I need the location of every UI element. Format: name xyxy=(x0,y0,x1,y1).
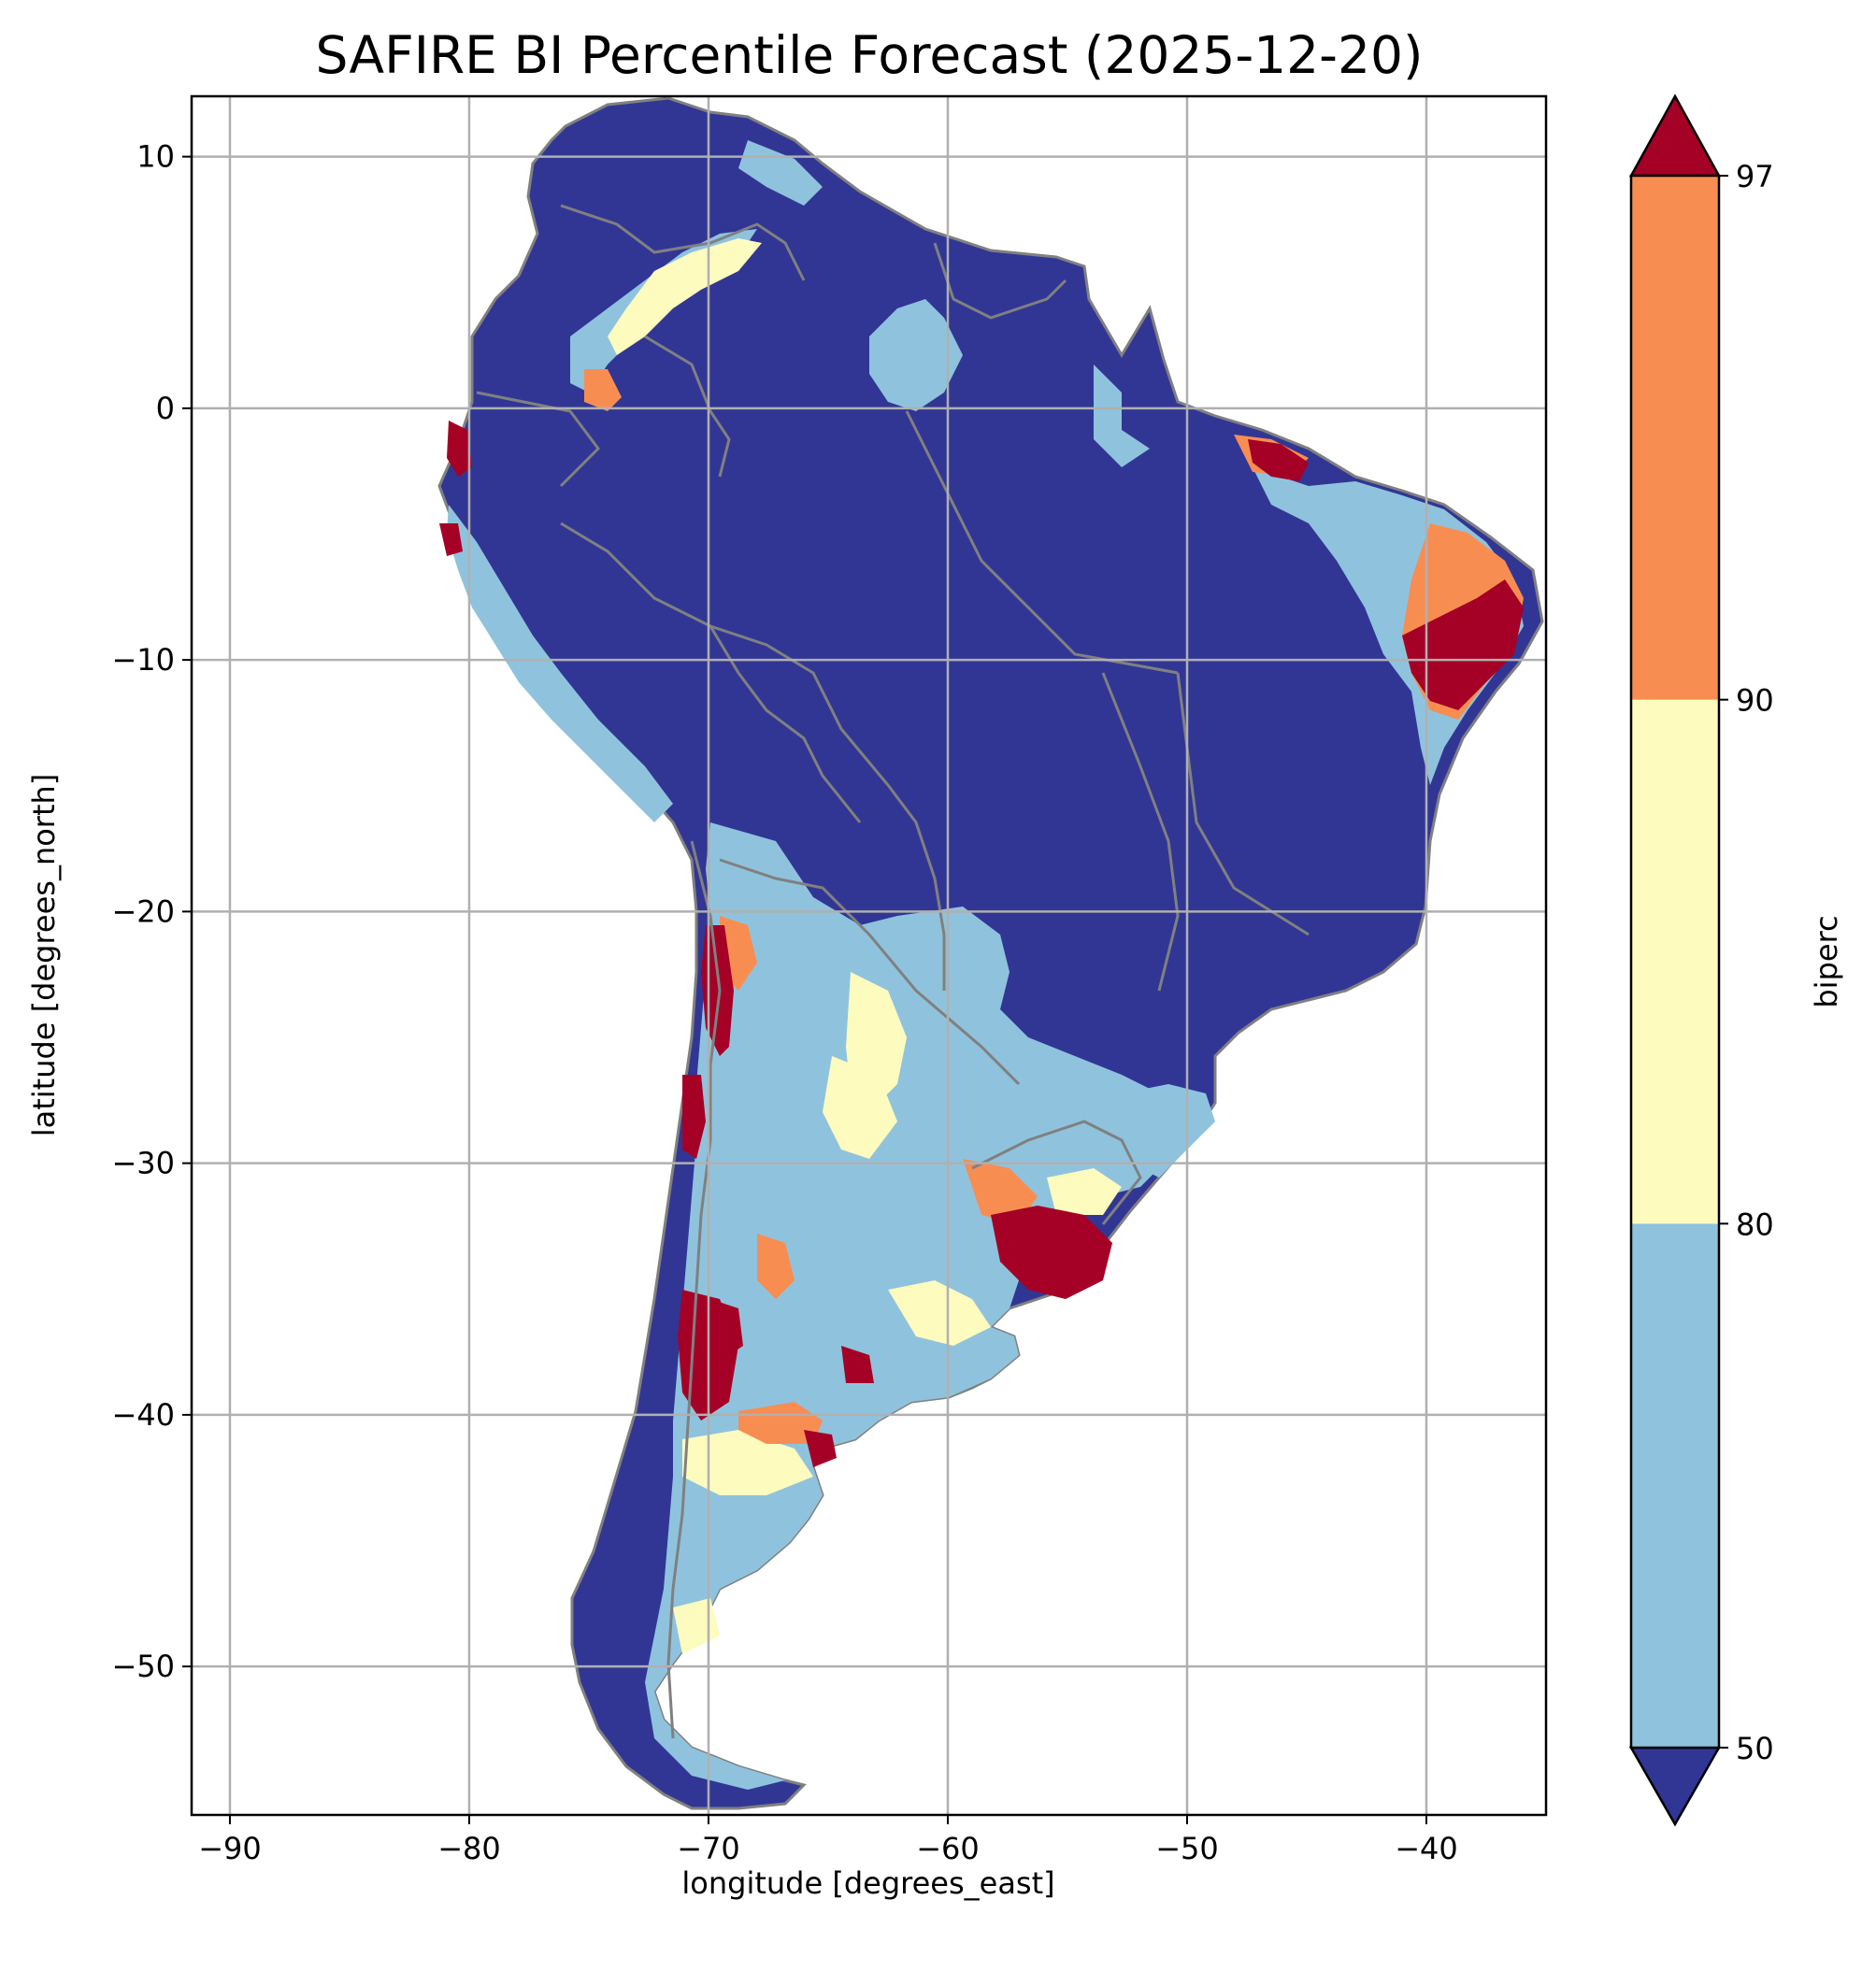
border-brazil-internal-3 xyxy=(1101,672,1180,992)
colorbar-bin xyxy=(1631,699,1719,1224)
axes-frame xyxy=(190,94,1548,1817)
patch-rio-negro xyxy=(804,1430,837,1467)
colorbar-tick-label: 97 xyxy=(1736,159,1774,194)
x-tick-label: −40 xyxy=(1395,1831,1458,1866)
colorbar-label: biperc xyxy=(1809,915,1844,1007)
border-colombia-venezuela xyxy=(560,204,806,281)
y-tick-label: 10 xyxy=(136,139,175,175)
bin-80-90-patches xyxy=(608,238,1122,1654)
y-tick-label: −30 xyxy=(111,1146,175,1181)
border-ecuador-peru xyxy=(476,391,600,488)
y-tick-label: −50 xyxy=(111,1649,175,1684)
colorbar-over-extension xyxy=(1628,93,1722,178)
colorbar-bin xyxy=(1631,176,1719,700)
gridlines xyxy=(192,96,1546,1815)
colorbar-ticks: 50 80 90 97 xyxy=(1719,159,1774,1766)
patch-southern-brazil xyxy=(1028,1084,1215,1178)
border-argentina-bolivia-paraguay xyxy=(719,858,1021,1086)
y-tick-label: −10 xyxy=(111,642,175,678)
x-tick-label: −50 xyxy=(1155,1831,1219,1866)
country-borders xyxy=(476,204,1310,1739)
patch-mendoza xyxy=(757,1234,795,1299)
border-uruguay xyxy=(971,1120,1142,1225)
y-tick-label: −20 xyxy=(111,893,175,929)
colorbar-tick-label: 90 xyxy=(1736,683,1774,719)
colorbar-frame xyxy=(1629,174,1721,1750)
colorbar-tick-label: 50 xyxy=(1736,1731,1774,1766)
border-brazil-peru-bolivia xyxy=(709,625,862,823)
border-brazil-internal-2 xyxy=(1176,672,1310,936)
x-tick-label: −80 xyxy=(437,1831,501,1866)
patch-patagonia xyxy=(682,1430,813,1495)
patch-guyana-highlands xyxy=(869,299,963,411)
patch-chile-central xyxy=(682,1075,706,1159)
x-tick-label: −90 xyxy=(198,1831,262,1866)
patch-colombia-south xyxy=(584,369,622,411)
patch-ecuador xyxy=(447,421,472,477)
patch-rs-uruguay xyxy=(991,1206,1112,1299)
y-tick-label: −40 xyxy=(111,1397,175,1433)
colorbar-tick-label: 80 xyxy=(1736,1207,1774,1242)
patch-peru-north xyxy=(439,523,463,556)
border-brazil-west xyxy=(560,521,946,991)
patch-uruguay-north xyxy=(963,1159,1038,1224)
border-colombia-brazil xyxy=(644,335,731,478)
border-argentina-chile xyxy=(666,840,722,1739)
patch-colombia-andes xyxy=(608,238,762,355)
patch-mendoza-south xyxy=(710,1299,743,1355)
patch-bahia-pernambuco xyxy=(1402,579,1524,710)
map-area xyxy=(192,96,1546,1815)
patch-amapa xyxy=(1094,364,1150,467)
x-tick-label: −70 xyxy=(677,1831,740,1866)
patch-maranhao-hotspot xyxy=(1248,439,1309,481)
patch-la-pampa xyxy=(841,1346,874,1383)
patch-pampas xyxy=(888,1280,991,1346)
y-tick-label: 0 xyxy=(156,391,175,426)
colorbar-bins xyxy=(1629,174,1721,1750)
x-tick-label: −60 xyxy=(916,1831,980,1866)
y-axis-label: latitude [degrees_north] xyxy=(26,774,62,1137)
x-axis-label: longitude [degrees_east] xyxy=(681,1865,1054,1901)
patch-rs-north xyxy=(1047,1168,1122,1215)
colorbar: 50 80 90 97 biperc xyxy=(1628,93,1844,1827)
patch-peru-coast xyxy=(447,505,673,822)
x-ticks: −90 −80 −70 −60 −50 −40 xyxy=(198,1815,1458,1866)
colorbar-under-extension xyxy=(1628,1746,1722,1827)
chart-title: SAFIRE BI Percentile Forecast (2025-12-2… xyxy=(316,25,1424,85)
y-ticks: 10 0 −10 −20 −30 −40 −50 xyxy=(111,139,192,1684)
patch-cordoba xyxy=(823,1056,897,1159)
border-brazil-internal-1 xyxy=(905,410,1179,675)
patch-buenos-aires-south xyxy=(738,1402,823,1444)
colorbar-bin xyxy=(1631,1223,1719,1748)
